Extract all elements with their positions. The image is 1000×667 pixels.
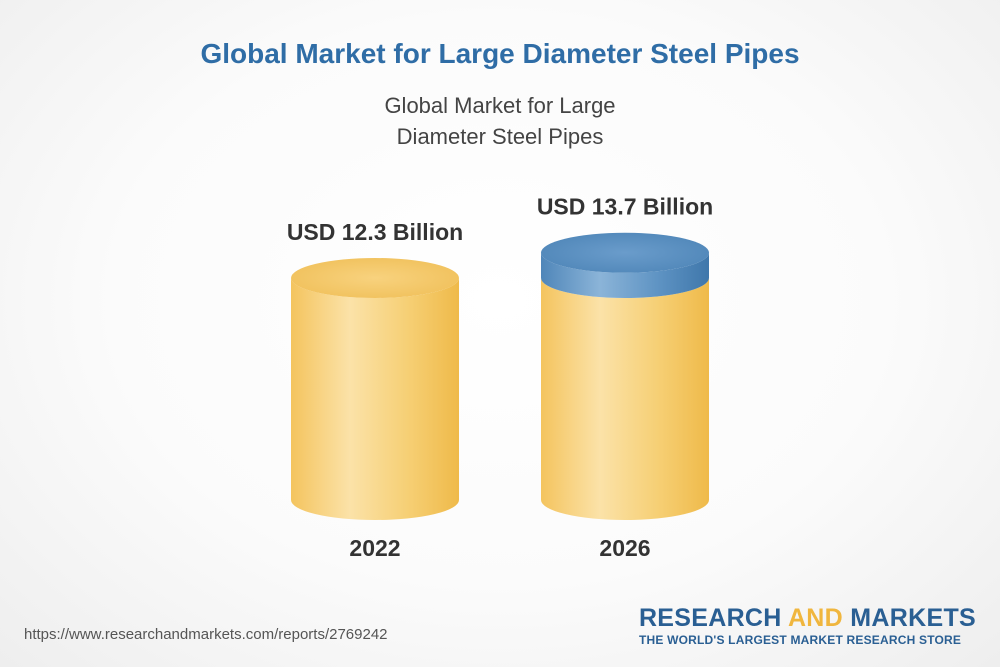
data-label-2026: USD 13.7 Billion: [537, 194, 713, 220]
logo-wordmark: RESEARCH AND MARKETS: [639, 604, 976, 632]
cylinder-body-2022: [291, 278, 459, 520]
cylinder-body-2026: [541, 278, 709, 520]
logo-word-markets: MARKETS: [843, 604, 976, 632]
data-label-2022: USD 12.3 Billion: [287, 219, 463, 245]
logo-tagline: THE WORLD'S LARGEST MARKET RESEARCH STOR…: [638, 633, 962, 647]
chart-subtitle: Global Market for Large Diameter Steel P…: [0, 90, 1000, 152]
logo-word-and: AND: [787, 604, 844, 632]
research-and-markets-logo: RESEARCH AND MARKETS THE WORLD'S LARGEST…: [639, 604, 976, 648]
subtitle-line-1: Global Market for Large: [384, 93, 616, 118]
subtitle-line-2: Diameter Steel Pipes: [396, 124, 604, 149]
cylinder-growth-segment-2026: [541, 252, 709, 298]
chart-title: Global Market for Large Diameter Steel P…: [200, 38, 800, 69]
cylinder-top-2026: [541, 232, 709, 273]
cylinder-top-2022: [291, 258, 459, 298]
category-label-2026: 2026: [599, 535, 650, 561]
cylinder-chart: USD 12.3 Billion 2022 USD 13.7 Billion 2026: [287, 194, 713, 561]
logo-word-research: RESEARCH: [638, 604, 788, 632]
source-url[interactable]: https://www.researchandmarkets.com/repor…: [24, 626, 388, 643]
category-label-2022: 2022: [349, 535, 400, 561]
